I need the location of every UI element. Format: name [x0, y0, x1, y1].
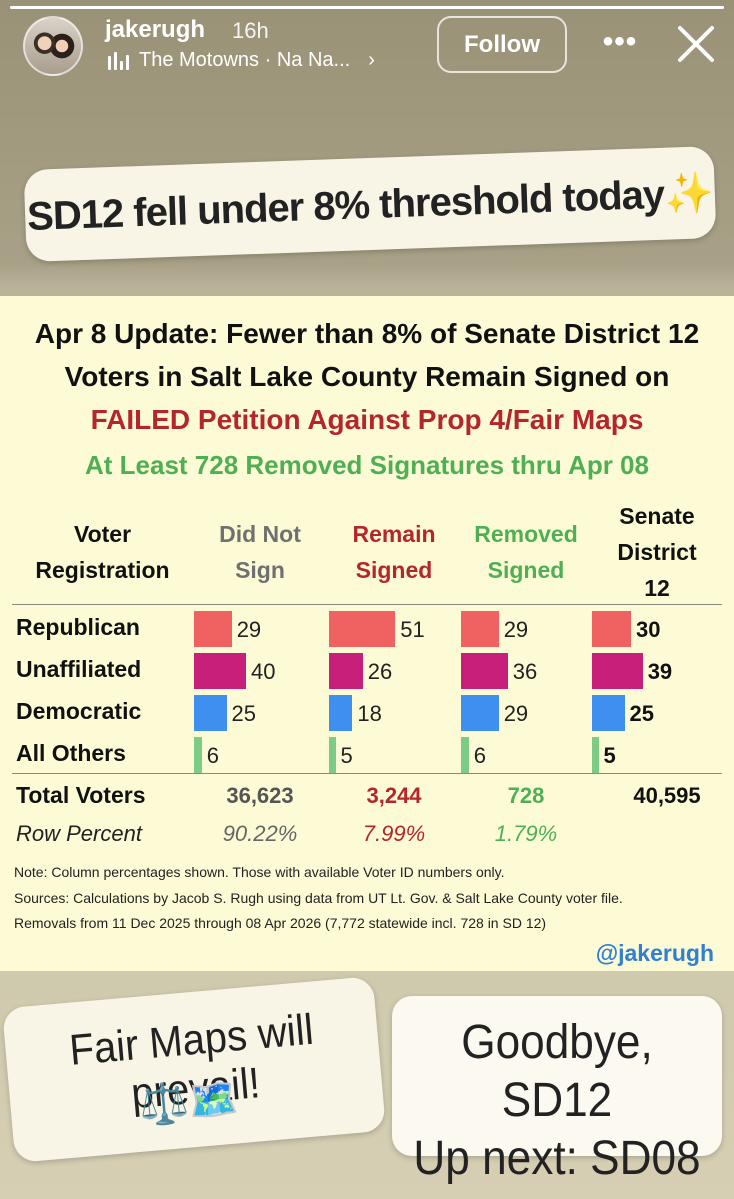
- value-did-not-sign-republican: 29: [236, 617, 262, 642]
- infographic: Apr 8 Update: Fewer than 8% of Senate Di…: [0, 296, 734, 971]
- up-next-line: Up next: SD08: [413, 1132, 701, 1185]
- row-label-unaffiliated: Unaffiliated: [16, 656, 142, 682]
- bar-did-not-sign-unaffiliated: [194, 653, 246, 689]
- col-header-removed-signed: Removed Signed: [474, 521, 578, 583]
- follow-button[interactable]: Follow: [437, 16, 567, 73]
- row-label-all-others: All Others: [16, 740, 126, 766]
- music-title: The Motowns · Na Na...: [139, 49, 351, 71]
- bar-removed-signed-unaffiliated: [461, 653, 508, 689]
- goodbye-line: Goodbye, SD12: [461, 1016, 653, 1127]
- note-sources: Sources: Calculations by Jacob S. Rugh u…: [14, 890, 623, 906]
- story-progress-fill: [10, 6, 724, 9]
- bar-removed-signed-democratic: [461, 695, 499, 731]
- bar-senate-district-all-others: [592, 737, 599, 773]
- row-label-republican: Republican: [16, 614, 140, 640]
- author-handle[interactable]: @jakerugh: [595, 940, 714, 966]
- col-header-senate-district: Senate District 12: [617, 503, 697, 601]
- value-removed-signed-republican: 29: [503, 617, 529, 642]
- total-remain-signed: 3,244: [366, 783, 422, 808]
- bar-remain-signed-unaffiliated: [329, 653, 363, 689]
- percent-removed-signed: 1.79%: [494, 821, 558, 846]
- threshold-sticker: SD12 fell under 8% threshold today✨: [23, 145, 717, 263]
- bar-did-not-sign-democratic: [194, 695, 227, 731]
- value-senate-district-republican: 30: [636, 617, 661, 642]
- title-line-2: Voters in Salt Lake County Remain Signed…: [64, 361, 670, 392]
- close-icon[interactable]: [674, 22, 718, 66]
- value-removed-signed-all-others: 6: [473, 743, 487, 768]
- bar-remain-signed-republican: [329, 611, 396, 647]
- bar-did-not-sign-republican: [194, 611, 232, 647]
- scales-map-emoji: ⚖️🗺️: [137, 1076, 241, 1129]
- col-header-did-not-sign: Did Not Sign: [219, 521, 301, 583]
- percent-remain-signed: 7.99%: [362, 821, 426, 846]
- value-remain-signed-democratic: 18: [357, 701, 382, 726]
- bar-senate-district-democratic: [592, 695, 625, 731]
- title-line-4: At Least 728 Removed Signatures thru Apr…: [85, 450, 649, 480]
- fair-maps-sticker: Fair Maps will prevail! ⚖️🗺️: [1, 976, 387, 1163]
- bar-removed-signed-republican: [461, 611, 499, 647]
- bar-senate-district-unaffiliated: [592, 653, 643, 689]
- col-header-registration: Voter Registration: [35, 521, 170, 583]
- value-remain-signed-all-others: 5: [340, 743, 353, 768]
- totals-rule: [12, 773, 722, 774]
- row-label-democratic: Democratic: [16, 698, 142, 724]
- value-remain-signed-unaffiliated: 26: [367, 659, 393, 684]
- value-remain-signed-republican: 51: [400, 617, 425, 642]
- bar-remain-signed-all-others: [329, 737, 336, 773]
- total-did-not-sign: 36,623: [226, 783, 294, 808]
- note-column-percentages: Note: Column percentages shown. Those wi…: [14, 864, 505, 880]
- bar-remain-signed-democratic: [329, 695, 353, 731]
- percent-did-not-sign: 90.22%: [222, 821, 298, 846]
- note-removals: Removals from 11 Dec 2025 through 08 Apr…: [14, 915, 547, 931]
- total-voters-label: Total Voters: [16, 782, 146, 808]
- value-removed-signed-democratic: 29: [503, 701, 529, 726]
- value-senate-district-democratic: 25: [629, 701, 654, 726]
- title-line-1: Apr 8 Update: Fewer than 8% of Senate Di…: [34, 318, 700, 349]
- value-did-not-sign-all-others: 6: [206, 743, 220, 768]
- total-senate-district: 40,595: [633, 783, 701, 808]
- post-time: 16h: [232, 18, 269, 43]
- bar-did-not-sign-all-others: [194, 737, 202, 773]
- story-progress-bar: [10, 6, 724, 9]
- goodbye-sticker: Goodbye, SD12 Up next: SD08: [392, 996, 722, 1185]
- value-senate-district-all-others: 5: [603, 743, 616, 768]
- chevron-right-icon: ›: [368, 49, 375, 71]
- value-did-not-sign-unaffiliated: 40: [251, 659, 276, 684]
- total-removed-signed: 728: [507, 783, 545, 808]
- value-removed-signed-unaffiliated: 36: [512, 659, 538, 684]
- title-line-3: FAILED Petition Against Prop 4/Fair Maps: [90, 404, 644, 435]
- music-attribution[interactable]: The Motowns · Na Na... ›: [108, 49, 375, 72]
- header-rule: [12, 604, 722, 605]
- bar-senate-district-republican: [592, 611, 631, 647]
- more-options-icon[interactable]: •••: [602, 25, 638, 58]
- username[interactable]: jakerugh: [105, 16, 206, 43]
- row-percent-label: Row Percent: [16, 821, 142, 846]
- bar-removed-signed-all-others: [461, 737, 469, 773]
- music-bars-icon: [108, 51, 129, 70]
- avatar[interactable]: [23, 16, 83, 76]
- value-senate-district-unaffiliated: 39: [647, 659, 673, 684]
- value-did-not-sign-democratic: 25: [231, 701, 256, 726]
- col-header-remain-signed: Remain Signed: [352, 521, 436, 583]
